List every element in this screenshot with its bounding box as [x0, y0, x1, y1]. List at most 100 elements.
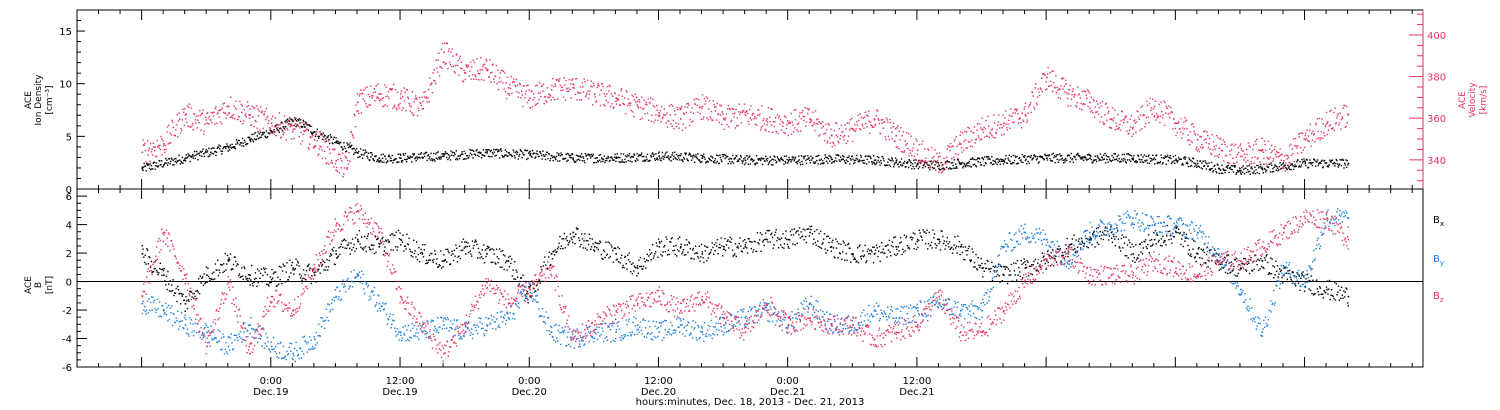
- point: [1067, 105, 1069, 107]
- point: [695, 156, 698, 158]
- point: [633, 153, 635, 155]
- point: [786, 243, 789, 246]
- point: [299, 122, 301, 124]
- point: [150, 142, 152, 145]
- point: [1000, 160, 1003, 162]
- point: [167, 143, 169, 145]
- point: [336, 166, 338, 169]
- point: [1287, 167, 1290, 169]
- point: [273, 271, 275, 273]
- point: [794, 119, 797, 121]
- point: [804, 155, 806, 157]
- point: [363, 152, 366, 154]
- point: [383, 105, 385, 107]
- point: [159, 160, 161, 162]
- point: [863, 255, 865, 258]
- point: [453, 249, 456, 252]
- data-point: [529, 97, 531, 99]
- point: [164, 280, 166, 282]
- point: [730, 162, 732, 165]
- point: [851, 117, 853, 120]
- point: [796, 129, 798, 131]
- point: [650, 120, 653, 123]
- point: [1221, 150, 1224, 152]
- point: [1121, 153, 1124, 156]
- point: [270, 131, 272, 134]
- point: [381, 161, 383, 163]
- point: [190, 291, 192, 293]
- point: [458, 255, 460, 257]
- point: [1082, 159, 1085, 161]
- point: [1297, 145, 1299, 147]
- point: [1179, 131, 1182, 133]
- point: [460, 67, 462, 69]
- point: [543, 103, 545, 105]
- point: [484, 67, 487, 69]
- point: [1285, 167, 1288, 170]
- point: [1152, 154, 1154, 156]
- point: [898, 130, 901, 132]
- point: [480, 79, 483, 81]
- point: [537, 153, 539, 155]
- point: [166, 288, 168, 291]
- point: [772, 121, 775, 123]
- point: [1061, 157, 1063, 159]
- point: [1176, 161, 1178, 163]
- point: [188, 154, 191, 156]
- point: [554, 249, 557, 251]
- point: [1300, 147, 1302, 149]
- point: [741, 111, 744, 113]
- point: [1344, 164, 1346, 166]
- point: [683, 158, 686, 160]
- point: [315, 281, 318, 283]
- point: [955, 166, 958, 168]
- data-point: [636, 105, 639, 108]
- point: [628, 155, 630, 157]
- point: [355, 151, 357, 153]
- data-point: [701, 157, 704, 159]
- point: [728, 108, 731, 110]
- point: [216, 113, 218, 115]
- point: [589, 90, 591, 92]
- point: [970, 166, 972, 168]
- point: [282, 133, 284, 136]
- point: [1319, 161, 1321, 164]
- point: [691, 257, 693, 260]
- data-point: [873, 159, 876, 162]
- point: [783, 163, 785, 165]
- point: [1181, 162, 1184, 165]
- point: [1139, 159, 1141, 161]
- point: [321, 157, 324, 159]
- point: [565, 153, 567, 156]
- point: [1284, 170, 1286, 172]
- point: [168, 158, 171, 160]
- point: [506, 151, 508, 153]
- point: [662, 155, 664, 158]
- point: [636, 153, 638, 155]
- point: [485, 255, 487, 258]
- point: [932, 161, 934, 163]
- point: [1294, 164, 1296, 166]
- point: [345, 151, 347, 153]
- point: [721, 111, 724, 113]
- point: [498, 81, 500, 83]
- data-point: [852, 128, 854, 131]
- point: [199, 150, 202, 153]
- data-point: [1046, 157, 1048, 159]
- point: [574, 243, 576, 245]
- point: [1059, 155, 1062, 157]
- point: [949, 142, 952, 145]
- point: [578, 155, 580, 158]
- point: [708, 100, 711, 102]
- point: [1018, 118, 1020, 120]
- point: [164, 151, 166, 153]
- point: [467, 156, 470, 159]
- point: [588, 93, 591, 95]
- point: [1077, 152, 1079, 155]
- point: [840, 243, 842, 246]
- point: [755, 117, 757, 119]
- point: [433, 258, 435, 261]
- point: [1263, 140, 1266, 142]
- point: [1171, 111, 1173, 114]
- point: [288, 122, 290, 125]
